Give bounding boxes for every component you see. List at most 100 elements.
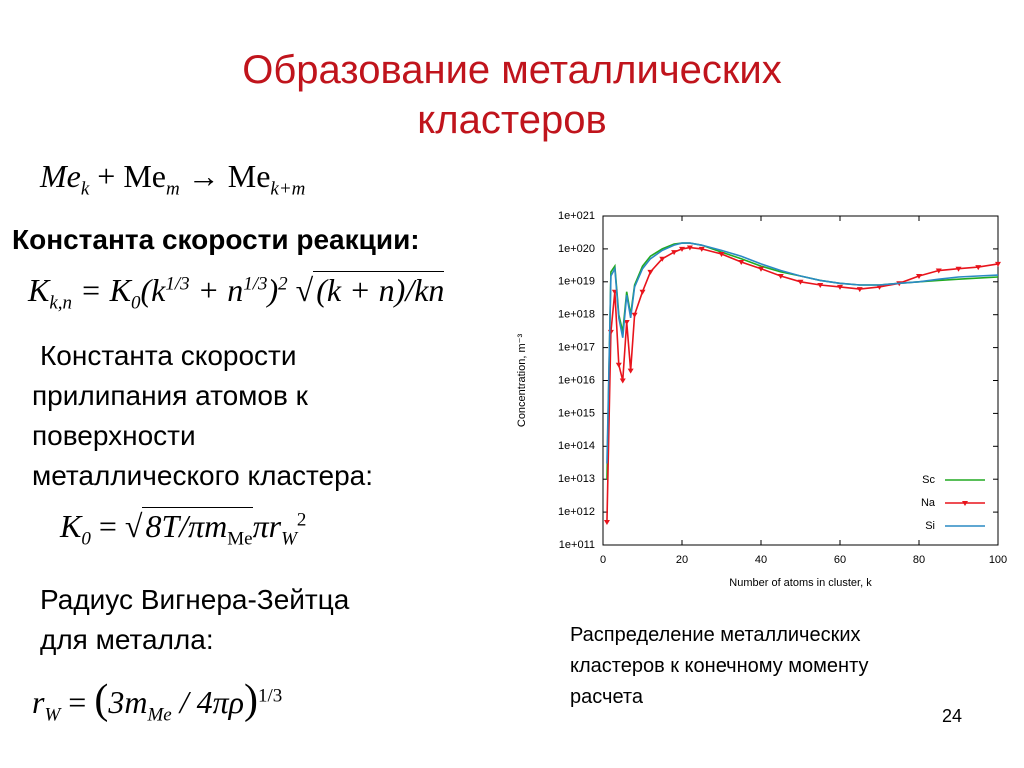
series-marker xyxy=(876,284,883,290)
sub: Me xyxy=(227,528,253,550)
term: K xyxy=(28,272,50,308)
term: = xyxy=(90,508,125,544)
series-marker xyxy=(627,368,634,374)
term: = K xyxy=(72,272,131,308)
series-marker xyxy=(837,284,843,290)
y-tick-label: 1e+021 xyxy=(558,210,595,222)
line: Распределение металлических xyxy=(570,624,861,646)
page-number: 24 xyxy=(942,706,963,726)
line: для металла: xyxy=(40,624,214,655)
series-marker xyxy=(623,319,630,325)
legend-label: Na xyxy=(921,497,936,509)
series-marker xyxy=(679,246,685,252)
series-marker xyxy=(856,287,863,293)
series-marker xyxy=(995,261,1001,267)
series-marker xyxy=(935,268,942,274)
series-marker xyxy=(603,520,610,526)
formula: Kk,n = K0(k1/3 + n1/3)2 √(k + n)/kn xyxy=(28,271,445,314)
x-tick-label: 0 xyxy=(600,554,606,566)
root: √ xyxy=(124,508,143,544)
series-marker xyxy=(896,281,903,287)
term: + n xyxy=(189,272,244,308)
root: √ xyxy=(295,272,314,308)
paren: ( xyxy=(94,677,109,723)
sub: 0 xyxy=(130,292,141,314)
x-axis-label: Number of atoms in cluster, k xyxy=(729,577,872,589)
line: расчета xyxy=(570,686,643,708)
series-line xyxy=(606,246,999,523)
caption: Распределение металлических кластеров к … xyxy=(570,620,868,713)
term: / 4πρ xyxy=(171,684,244,720)
sub: 0 xyxy=(81,528,91,550)
sup: 2 xyxy=(278,273,288,295)
formula: Mek + Mem → Mek+m xyxy=(40,158,305,200)
line: прилипания атомов к xyxy=(32,380,308,411)
x-tick-label: 20 xyxy=(676,554,688,566)
legend-label: Si xyxy=(925,520,935,532)
term: = xyxy=(60,684,95,720)
term: 3m xyxy=(108,684,148,720)
sub: k+m xyxy=(270,178,306,200)
line: поверхности xyxy=(32,420,196,451)
sup: 1/3 xyxy=(243,273,268,295)
term: 8T/πmMe xyxy=(142,507,253,549)
title: Образование металлических кластеров xyxy=(0,45,1024,145)
term: → Me xyxy=(179,158,271,194)
term: r xyxy=(32,684,45,720)
y-tick-label: 1e+015 xyxy=(558,407,595,419)
sup: 1/3 xyxy=(257,685,283,707)
series-marker xyxy=(647,269,654,275)
sub: W xyxy=(44,704,61,726)
y-tick-label: 1e+018 xyxy=(558,309,595,321)
line: Радиус Вигнера-Зейтца xyxy=(40,584,350,615)
series-marker xyxy=(698,246,705,252)
sub: k xyxy=(80,178,90,200)
series-marker xyxy=(611,289,618,295)
series-marker xyxy=(659,256,666,262)
plot-frame xyxy=(602,215,999,546)
x-tick-label: 60 xyxy=(834,554,846,566)
line: кластеров к конечному моменту xyxy=(570,655,869,677)
term: πr xyxy=(252,508,282,544)
paren: ) xyxy=(243,677,258,723)
term: Me xyxy=(40,158,81,194)
legend-marker xyxy=(962,501,968,506)
line: Константа скорости xyxy=(40,340,297,371)
series-marker xyxy=(975,265,982,271)
y-tick-label: 1e+016 xyxy=(558,374,595,386)
term: ) xyxy=(267,272,279,308)
series-marker xyxy=(671,250,678,256)
line: металлического кластера: xyxy=(32,460,374,491)
sub: m xyxy=(166,178,180,200)
y-axis-label: Concentration, m⁻³ xyxy=(516,334,528,428)
y-tick-label: 1e+013 xyxy=(558,473,595,485)
series-marker xyxy=(777,274,784,280)
series-line xyxy=(606,242,999,464)
series-line xyxy=(606,242,999,480)
y-tick-label: 1e+020 xyxy=(558,243,595,255)
x-tick-label: 40 xyxy=(755,554,767,566)
heading: Константа скорости реакции: xyxy=(12,224,420,255)
y-tick-label: 1e+011 xyxy=(559,539,595,551)
series-marker xyxy=(686,245,693,251)
series-marker xyxy=(607,329,614,335)
series-marker xyxy=(797,279,804,285)
formula: K0 = √8T/πmMeπrW2 xyxy=(60,507,306,550)
series-marker xyxy=(738,259,745,265)
legend-label: Sc xyxy=(922,474,935,486)
term: + Me xyxy=(89,158,166,194)
x-tick-label: 80 xyxy=(913,554,925,566)
sub: W xyxy=(281,528,297,550)
x-tick-label: 100 xyxy=(989,554,1007,566)
y-tick-label: 1e+014 xyxy=(558,440,595,452)
series-marker xyxy=(631,312,638,318)
sub: Me xyxy=(147,704,172,726)
y-tick-label: 1e+019 xyxy=(558,276,595,288)
series-marker xyxy=(639,289,646,295)
series-marker xyxy=(916,274,922,280)
series-marker xyxy=(758,266,764,272)
paragraph: Константа скорости прилипания атомов к п… xyxy=(32,336,373,496)
formula: rW = (3mMe / 4πρ)1/3 xyxy=(32,676,282,726)
term: (k + n)/kn xyxy=(313,271,445,308)
